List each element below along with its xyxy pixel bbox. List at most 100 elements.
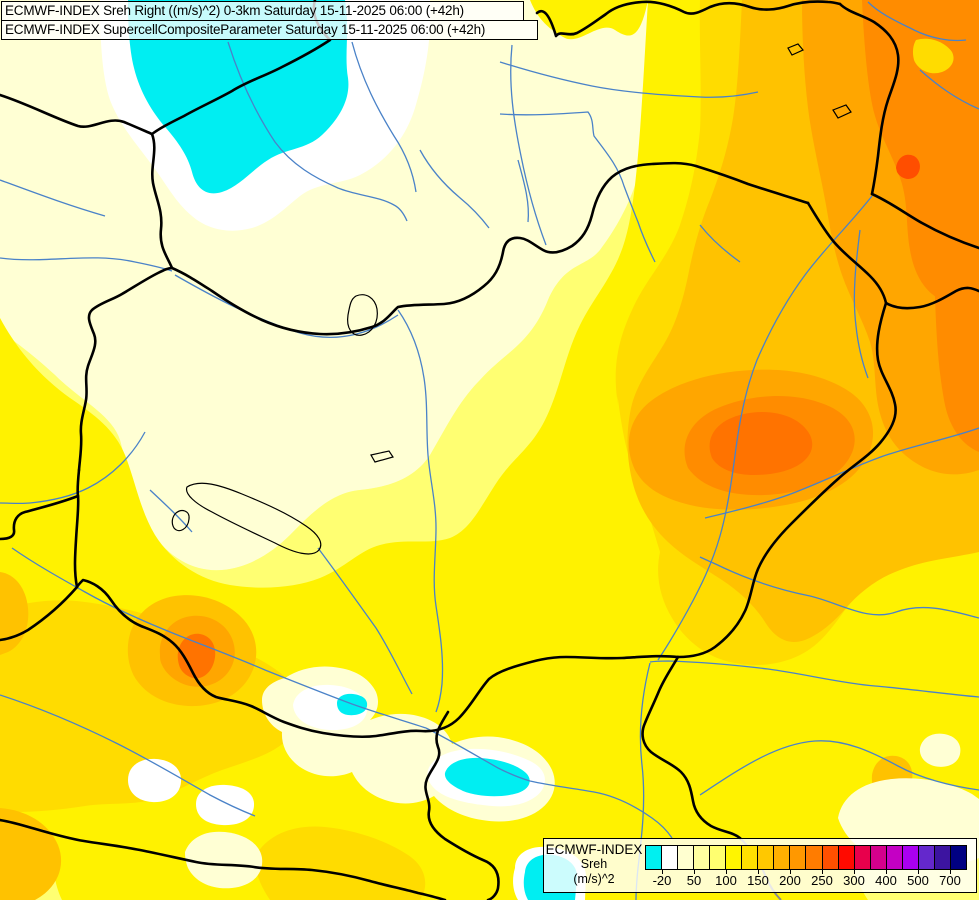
country-border-top [535, 0, 842, 38]
legend-tick-mark [885, 869, 887, 874]
legend-tick-mark [725, 869, 727, 874]
legend-swatch [774, 846, 791, 869]
river [867, 1, 967, 42]
lake-velence-outline [370, 450, 394, 463]
river [699, 740, 979, 796]
title-bar-parameter-2: ECMWF-INDEX SupercellCompositeParameter … [1, 20, 538, 40]
legend-swatch [886, 846, 903, 869]
river [317, 547, 413, 695]
country-border-hungary-west [77, 266, 174, 472]
river [499, 111, 656, 263]
river [853, 229, 869, 379]
river [0, 431, 146, 505]
legend-swatch [742, 846, 759, 869]
legend-tick-mark [949, 869, 951, 874]
river [425, 727, 673, 839]
legend-tick-mark [789, 869, 791, 874]
contour-region [862, 0, 979, 305]
legend-tick-label: 500 [907, 873, 929, 888]
contour-region [912, 38, 954, 74]
contour-region [919, 733, 961, 767]
country-border [0, 93, 154, 136]
lake-outline [787, 43, 804, 56]
tisza-river [657, 195, 873, 661]
legend-swatch [790, 846, 807, 869]
country-border [73, 468, 81, 589]
contour-region [530, 0, 648, 40]
legend-tick-label: 250 [811, 873, 833, 888]
legend-tick-mark [917, 869, 919, 874]
country-border [641, 655, 743, 841]
contour-region [185, 831, 263, 889]
legend-swatch [646, 846, 663, 869]
country-border-hungary-south [75, 578, 680, 739]
river [0, 179, 106, 217]
river [0, 257, 173, 272]
country-border [0, 585, 79, 642]
legend-swatch [694, 846, 711, 869]
legend-tick-label: 100 [715, 873, 737, 888]
lake-outline [832, 104, 852, 119]
legend-swatch [950, 846, 966, 869]
title-bar-parameter-1: ECMWF-INDEX Sreh Right ((m/s)^2) 0-3km S… [1, 1, 524, 21]
legend-swatch [726, 846, 743, 869]
legend-tick-mark [757, 869, 759, 874]
title-text-1: ECMWF-INDEX Sreh Right ((m/s)^2) 0-3km S… [5, 3, 464, 18]
river [919, 69, 979, 110]
contour-region [255, 826, 426, 900]
legend-tick-label: 400 [875, 873, 897, 888]
country-border [838, 2, 900, 196]
legend-swatch [806, 846, 823, 869]
legend-swatch [758, 846, 775, 869]
country-border-hungary-east [676, 301, 897, 659]
legend-swatch [934, 846, 951, 869]
river [351, 41, 417, 193]
lakes [171, 43, 852, 555]
contour-region [896, 154, 920, 179]
contour-gold-patch-ne [912, 38, 954, 74]
river [704, 427, 979, 519]
country-border [870, 192, 979, 250]
country-border [0, 818, 447, 900]
legend-tick-mark [693, 869, 695, 874]
legend-box: ECMWF-INDEX Sreh (m/s)^2 -20 50 100 150 200 2… [543, 838, 977, 893]
legend-swatch [838, 846, 855, 869]
contour-region [444, 757, 530, 797]
contour-region [935, 295, 979, 452]
contour-region [177, 633, 216, 679]
legend-swatch [710, 846, 727, 869]
legend-tick-mark [821, 869, 823, 874]
river [510, 44, 547, 246]
legend-swatch [822, 846, 839, 869]
legend-tick-mark [853, 869, 855, 874]
contour-region [128, 0, 349, 194]
legend-tick-label: 700 [939, 873, 961, 888]
river [499, 61, 759, 98]
legend-label-line2: Sreh [580, 857, 608, 871]
legend-label: ECMWF-INDEX Sreh (m/s)^2 [544, 842, 644, 887]
country-border [424, 710, 500, 900]
river [227, 41, 408, 222]
lake-balaton-outline [185, 482, 322, 555]
title-text-2: ECMWF-INDEX SupercellCompositeParameter … [5, 22, 486, 37]
country-border [0, 494, 80, 541]
legend-swatch [918, 846, 935, 869]
legend-swatch [854, 846, 871, 869]
legend-swatch [662, 846, 679, 869]
river [699, 224, 741, 263]
country-border [150, 132, 174, 270]
river [517, 159, 530, 223]
contour-region [709, 412, 813, 476]
lake-kis-balaton-outline [171, 509, 190, 532]
contour-region [128, 758, 182, 803]
legend-tick-label: 200 [779, 873, 801, 888]
contour-level-orange3 [177, 412, 813, 679]
contour-region [196, 784, 255, 826]
legend-tick-label: -20 [652, 873, 672, 888]
danube-river [397, 309, 444, 713]
river [149, 489, 193, 533]
